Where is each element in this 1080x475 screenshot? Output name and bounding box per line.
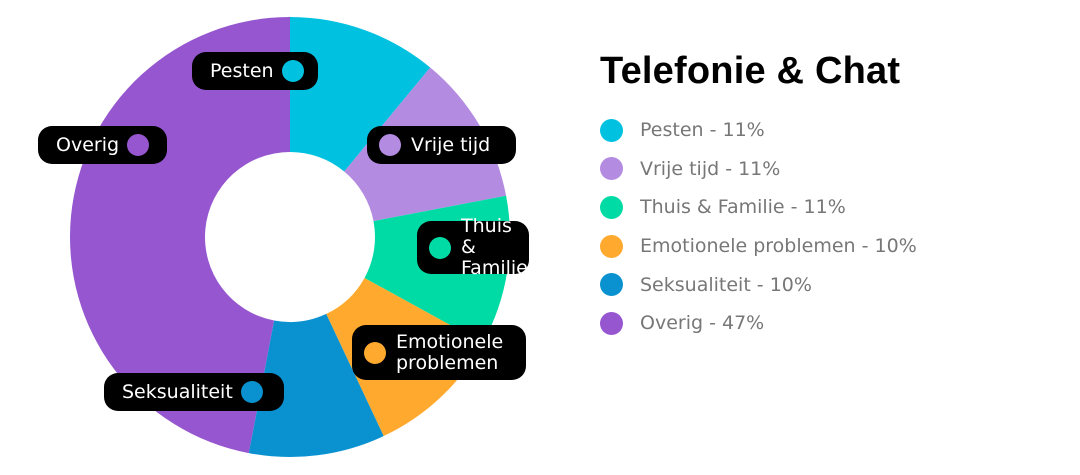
legend-item-thuis-familie: Thuis & Familie - 11% — [600, 188, 917, 227]
overig-dot-icon — [127, 134, 150, 156]
legend-dot-icon — [600, 118, 623, 142]
label-emotionele-problemen-text: Emotionele problemen — [396, 330, 504, 374]
legend-dot-icon — [600, 157, 623, 181]
label-pesten-text: Pesten — [210, 59, 274, 82]
emotionele-problemen-dot-icon — [364, 341, 386, 364]
legend-item-overig: Overig - 47% — [600, 304, 917, 343]
legend-dot-icon — [600, 195, 623, 219]
legend-dot-icon — [600, 234, 623, 258]
legend-label: Emotionele problemen - 10% — [640, 235, 917, 258]
label-thuis-familie-text: Thuis & Familie — [461, 215, 528, 279]
legend-item-pesten: Pesten - 11% — [600, 111, 917, 150]
legend-label: Pesten - 11% — [640, 119, 765, 142]
label-pesten: Pesten — [192, 52, 318, 90]
legend-item-seksualiteit: Seksualiteit - 10% — [600, 265, 917, 304]
pesten-dot-icon — [281, 60, 304, 82]
donut-segment-pesten — [290, 17, 431, 172]
legend-label: Vrije tijd - 11% — [640, 157, 781, 180]
label-overig-text: Overig — [56, 133, 120, 156]
chart-title: Telefonie & Chat — [600, 50, 901, 92]
label-vrije-tijd-text: Vrije tijd — [411, 133, 491, 156]
label-overig: Overig — [38, 126, 167, 164]
thuis-familie-dot-icon — [429, 236, 451, 259]
label-seksualiteit-text: Seksualiteit — [122, 380, 233, 403]
legend-item-emotionele-problemen: Emotionele problemen - 10% — [600, 227, 917, 266]
legend-label: Overig - 47% — [640, 312, 765, 335]
label-seksualiteit: Seksualiteit — [104, 373, 284, 411]
legend-dot-icon — [600, 273, 623, 297]
label-thuis-familie: Thuis & Familie — [417, 216, 529, 279]
label-emotionele-problemen: Emotionele problemen — [352, 325, 526, 380]
legend: Telefonie & Chat Pesten - 11% Vrije tijd… — [600, 48, 917, 343]
legend-label: Thuis & Familie - 11% — [640, 196, 846, 219]
donut-segment-seksualiteit — [248, 313, 384, 457]
label-vrije-tijd: Vrije tijd — [367, 126, 516, 164]
legend-dot-icon — [600, 311, 623, 335]
legend-item-vrije-tijd: Vrije tijd - 11% — [600, 150, 917, 189]
legend-label: Seksualiteit - 10% — [640, 273, 812, 296]
vrije-tijd-dot-icon — [379, 134, 401, 156]
seksualiteit-dot-icon — [240, 381, 263, 403]
